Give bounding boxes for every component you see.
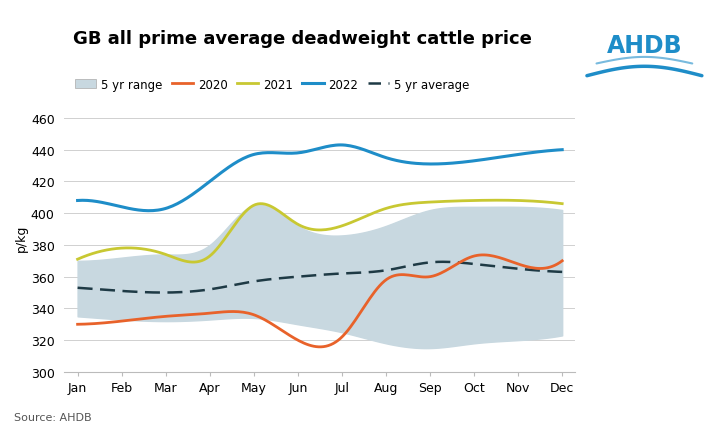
Legend: 5 yr range, 2020, 2021, 2022, 5 yr average: 5 yr range, 2020, 2021, 2022, 5 yr avera… — [71, 74, 474, 96]
Text: Source: AHDB: Source: AHDB — [14, 412, 92, 422]
Text: GB all prime average deadweight cattle price: GB all prime average deadweight cattle p… — [73, 30, 532, 48]
Y-axis label: p/kg: p/kg — [15, 224, 28, 251]
Text: AHDB: AHDB — [606, 34, 683, 58]
